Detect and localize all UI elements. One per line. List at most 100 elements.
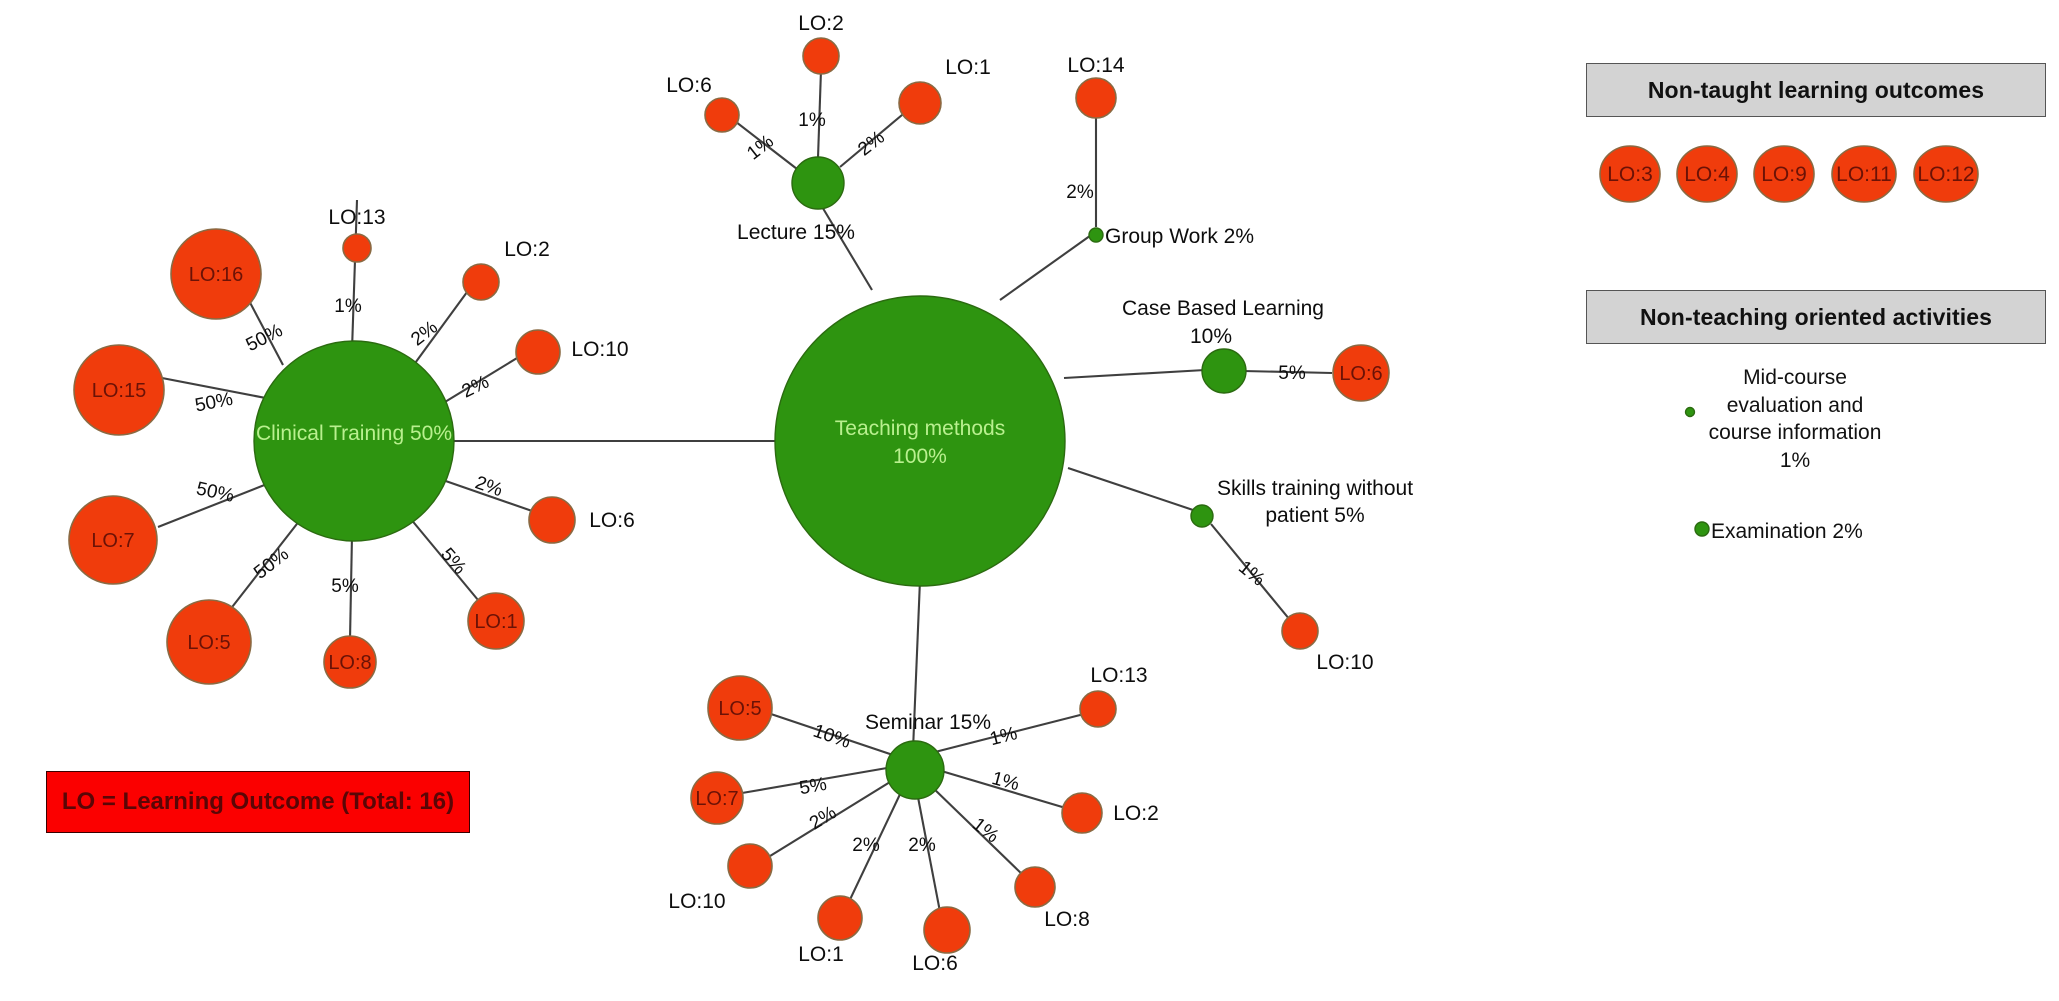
leaf-clinical-lo15[interactable]: LO:15: [73, 344, 165, 436]
leaf-clinical-lo10[interactable]: [515, 329, 561, 375]
edge-lecture-lo2: [816, 69, 823, 159]
edge-weight-groupwork-lo14: 2%: [1066, 182, 1094, 203]
leaf-clinical-lo1[interactable]: LO:1: [467, 592, 525, 650]
leaf-lecture-lo6[interactable]: [704, 97, 740, 133]
leaf-label-skills-lo10: LO:10: [1316, 651, 1373, 674]
node-teaching-methods-label-line2: 100%: [893, 445, 947, 468]
legend-lo-circle[interactable]: LO:12: [1913, 145, 1979, 203]
lo-key-text: LO = Learning Outcome (Total: 16): [61, 788, 455, 815]
legend-header-non-teaching-text: Non-teaching oriented activities: [1639, 303, 1993, 330]
leaf-clinical-lo13[interactable]: [342, 233, 372, 263]
leaf-label-seminar-lo10: LO:10: [668, 890, 725, 913]
leaf-lecture-lo1[interactable]: [898, 81, 942, 125]
edges-skills: [1210, 523, 1291, 621]
edge-root-lecture: [817, 199, 873, 291]
leaf-clinical-lo16[interactable]: LO:16: [170, 228, 262, 320]
legend-lo-label: LO:9: [1761, 163, 1807, 186]
edges-seminar: [741, 710, 1089, 918]
edge-root-groupwork: [999, 232, 1095, 301]
leaf-seminar-lo13[interactable]: [1079, 690, 1117, 728]
edge-weight-skills-lo10: 1%: [1234, 557, 1269, 591]
edge-seminar-lo6: [915, 791, 943, 918]
edge-clinical-lo15: [161, 376, 277, 402]
edge-seminar-lo10: [761, 781, 891, 862]
leaf-seminar-lo8[interactable]: [1014, 866, 1056, 908]
legend-lo-label: LO:11: [1836, 163, 1892, 186]
node-teaching-methods[interactable]: Teaching methods 100%: [774, 295, 1066, 587]
edge-weight-clinical-lo8: 5%: [331, 576, 359, 597]
edge-clinical-lo8: [348, 534, 354, 641]
node-skills-label-line1: Skills training without: [1217, 477, 1413, 500]
edges-lecture: [726, 69, 909, 170]
edge-seminar-lo1: [845, 789, 903, 909]
node-skills-training[interactable]: [1190, 504, 1214, 528]
legend-bullet-midcourse: [1684, 406, 1696, 418]
leaf-cbl-lo6[interactable]: LO:6: [1332, 344, 1390, 402]
leaf-groupwork-lo14[interactable]: [1075, 77, 1117, 119]
leaf-clinical-lo6[interactable]: [528, 496, 576, 544]
node-teaching-methods-label-line1: Teaching methods: [835, 417, 1005, 440]
edge-seminar-lo7: [741, 766, 888, 795]
edge-weight-seminar-lo6: 2%: [908, 835, 936, 856]
leaf-clinical-lo7[interactable]: LO:7: [68, 495, 158, 585]
leaf-seminar-lo6[interactable]: [923, 906, 971, 954]
node-group-work-label: Group Work 2%: [1105, 225, 1254, 248]
legend-item-midcourse: Mid-course evaluation and course informa…: [1700, 364, 1890, 475]
legend-item-examination: Examination 2%: [1711, 518, 1863, 546]
leaf-clinical-lo2[interactable]: [462, 263, 500, 301]
edge-root-skills: [1067, 467, 1200, 513]
leaf-label: LO:6: [1339, 363, 1382, 385]
leaf-label-seminar-lo8: LO:8: [1044, 908, 1090, 931]
leaf-seminar-lo1[interactable]: [817, 895, 863, 941]
leaf-label-clinical-lo10: LO:10: [571, 338, 628, 361]
leaf-label-groupwork-lo14: LO:14: [1067, 54, 1125, 77]
edge-lecture-lo6: [726, 114, 798, 170]
leaf-label: LO:1: [474, 611, 517, 633]
node-lecture-label: Lecture 15%: [737, 221, 855, 244]
edge-clinical-lo2: [409, 287, 471, 371]
leaf-label-clinical-lo13: LO:13: [328, 206, 385, 229]
leaf-seminar-lo5[interactable]: LO:5: [707, 675, 773, 741]
edge-weight-seminar-lo2: 1%: [989, 768, 1021, 795]
legend-lo-circle[interactable]: LO:3: [1599, 145, 1661, 203]
leaf-label: LO:7: [695, 788, 738, 810]
edge-weight-cbl-lo6: 5%: [1278, 363, 1306, 384]
legend-lo-circle[interactable]: LO:11: [1831, 145, 1897, 203]
edge-weight-clinical-lo15: 50%: [193, 389, 234, 417]
node-group-work[interactable]: [1088, 227, 1104, 243]
edge-root-seminar: [911, 579, 922, 751]
legend-item-midcourse-line1: Mid-course: [1743, 366, 1847, 389]
leaf-seminar-lo7[interactable]: LO:7: [690, 771, 744, 825]
legend-header-non-teaching: Non-teaching oriented activities: [1586, 290, 2046, 344]
node-seminar[interactable]: [885, 740, 945, 800]
node-seminar-label: Seminar 15%: [865, 711, 991, 734]
leaf-lecture-lo2[interactable]: [802, 37, 840, 75]
lo-key-box: LO = Learning Outcome (Total: 16): [46, 771, 470, 833]
leaf-label-seminar-lo6: LO:6: [912, 952, 958, 975]
leaf-seminar-lo10[interactable]: [727, 843, 773, 889]
edge-weight-clinical-lo1: 5%: [436, 544, 470, 579]
edge-weight-lecture-lo6: 1%: [743, 131, 778, 165]
edge-seminar-lo8: [930, 785, 1026, 878]
leaf-clinical-lo5[interactable]: LO:5: [166, 599, 252, 685]
leaf-label: LO:16: [189, 264, 243, 286]
legend-lo-circle[interactable]: LO:9: [1753, 145, 1815, 203]
edges-cbl: [1242, 369, 1333, 375]
leaf-seminar-lo2[interactable]: [1061, 792, 1103, 834]
node-clinical-training[interactable]: Clinical Training 50%: [253, 340, 455, 542]
node-lecture[interactable]: [791, 156, 845, 210]
edge-clinical-lo1: [404, 511, 479, 601]
edge-seminar-lo5: [761, 710, 894, 756]
leaf-skills-lo10[interactable]: [1281, 612, 1319, 650]
leaf-clinical-lo8[interactable]: LO:8: [323, 635, 377, 689]
leaf-label-clinical-lo2: LO:2: [504, 238, 550, 261]
leaf-label-lecture-lo6: LO:6: [666, 74, 712, 97]
legend-item-midcourse-line2: evaluation and: [1726, 393, 1864, 417]
node-case-based-learning[interactable]: [1201, 348, 1247, 394]
leaf-label-seminar-lo13: LO:13: [1090, 664, 1147, 687]
legend-lo-label: LO:12: [1917, 163, 1974, 186]
legend-lo-circle[interactable]: LO:4: [1676, 145, 1738, 203]
edge-weight-seminar-lo13: 1%: [988, 723, 1020, 750]
